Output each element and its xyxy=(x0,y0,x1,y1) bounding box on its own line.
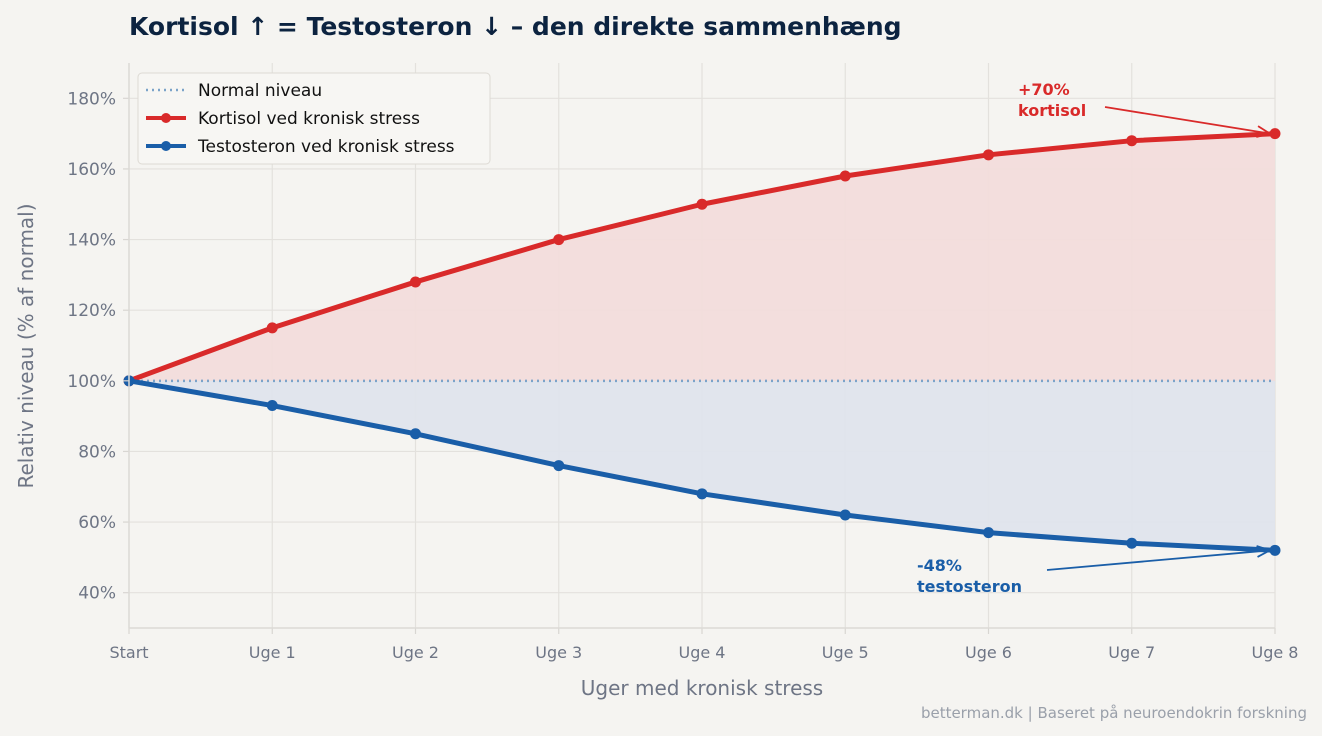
data-point xyxy=(983,527,994,539)
data-point xyxy=(1126,135,1138,147)
y-tick-label: 140% xyxy=(67,231,116,251)
y-tick-label: 80% xyxy=(78,442,116,462)
legend-label-testosterone: Testosteron ved kronisk stress xyxy=(197,137,455,157)
x-axis: Start Uge 1 Uge 2 Uge 3 Uge 4 Uge 5 Uge 6 Uge 7… xyxy=(109,627,1299,662)
y-tick-label: 160% xyxy=(67,160,116,180)
y-tick-label: 120% xyxy=(67,301,116,321)
x-tick-label: Uge 3 xyxy=(535,643,582,662)
legend-testosterone-marker xyxy=(161,141,171,151)
data-point xyxy=(839,170,851,182)
data-point xyxy=(839,509,851,521)
x-tick-label: Uge 1 xyxy=(249,643,296,662)
annotations: +70% kortisol -48% testosteron xyxy=(917,80,1273,596)
data-point xyxy=(1269,128,1281,140)
source-footer: betterman.dk | Baseret på neuroendokrin … xyxy=(921,704,1307,722)
data-point xyxy=(553,460,565,472)
legend-label-baseline: Normal niveau xyxy=(198,81,322,101)
x-tick-label: Uge 7 xyxy=(1108,643,1155,662)
data-point xyxy=(1269,544,1281,556)
x-tick-label: Uge 8 xyxy=(1252,643,1299,662)
chart-title: Kortisol ↑ = Testosteron ↓ – den direkte… xyxy=(129,12,902,41)
y-tick-label: 100% xyxy=(67,372,116,392)
data-point xyxy=(696,198,708,210)
x-axis-title: Uger med kronisk stress xyxy=(581,676,823,700)
y-tick-label: 40% xyxy=(78,584,116,604)
legend: Normal niveau Kortisol ved kronisk stres… xyxy=(137,72,491,165)
data-point xyxy=(983,149,994,161)
area-fills xyxy=(129,133,1275,551)
legend-label-cortisol: Kortisol ved kronisk stress xyxy=(198,109,420,129)
annotation-arrow-head xyxy=(1256,125,1273,138)
data-point xyxy=(410,428,421,440)
annotation-arrow-line xyxy=(1104,106,1271,135)
x-tick-label: Uge 2 xyxy=(392,643,439,662)
data-point xyxy=(553,234,565,246)
annotation-label: testosteron xyxy=(917,577,1022,596)
data-point xyxy=(696,488,708,500)
x-tick-label: Uge 4 xyxy=(679,643,726,662)
data-point xyxy=(410,276,421,288)
y-axis: 40% 60% 80% 100% 120% 140% 160% 180% xyxy=(67,63,130,628)
legend-box xyxy=(137,72,491,165)
y-tick-label: 60% xyxy=(78,513,116,533)
y-tick-label: 180% xyxy=(67,89,116,109)
series-lines xyxy=(123,128,1281,556)
data-point xyxy=(266,322,278,334)
annotation-label: -48% xyxy=(917,556,962,575)
area-fill-series-1 xyxy=(129,380,1275,551)
x-tick-label: Uge 6 xyxy=(965,643,1012,662)
annotation-label: kortisol xyxy=(1018,101,1086,120)
area-fill-series-0 xyxy=(129,133,1275,381)
legend-cortisol-marker xyxy=(161,113,171,123)
annotation-arrow-line xyxy=(1046,549,1271,571)
data-point xyxy=(266,400,278,412)
x-tick-label: Uge 5 xyxy=(822,643,869,662)
y-axis-title: Relativ niveau (% af normal) xyxy=(14,203,38,488)
annotation-label: +70% xyxy=(1018,80,1070,99)
annotation-arrow-head xyxy=(1256,545,1273,558)
data-point xyxy=(1126,537,1138,549)
x-tick-label: Start xyxy=(109,643,148,662)
